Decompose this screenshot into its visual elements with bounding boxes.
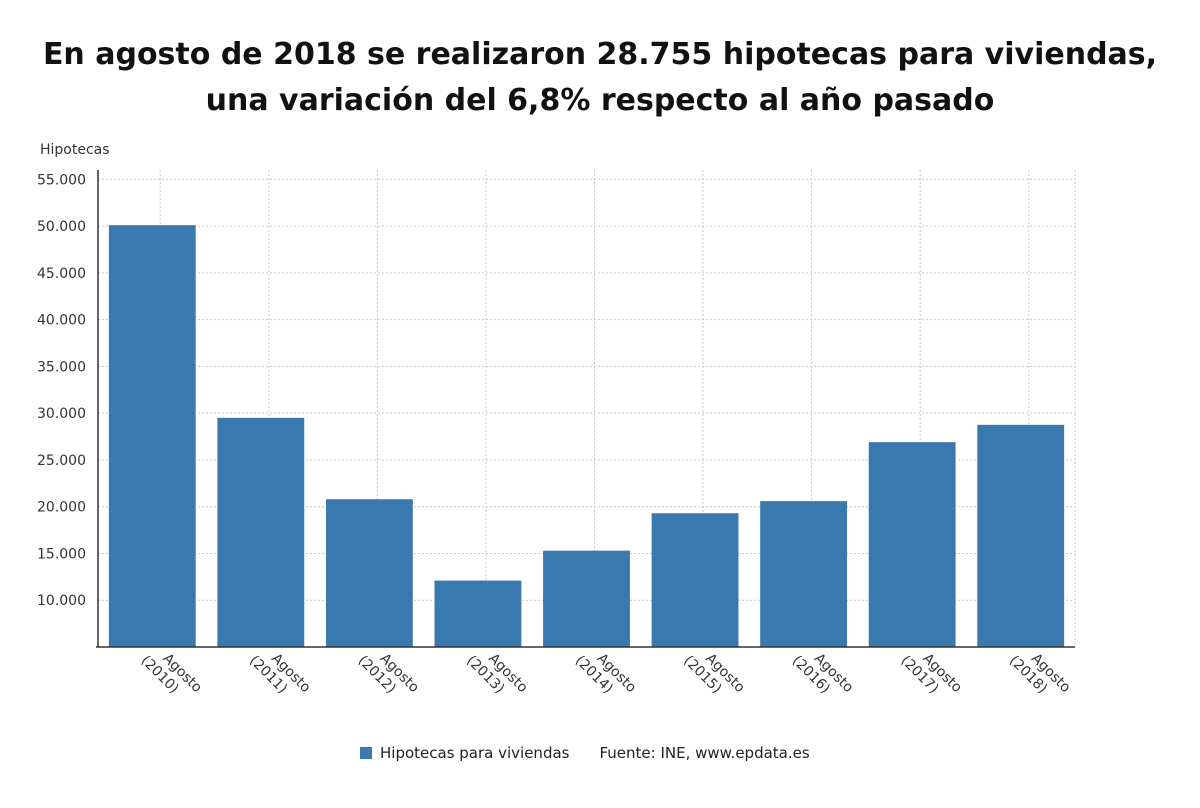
svg-text:Agosto(2013): Agosto(2013) (463, 641, 530, 708)
y-tick-label: 35.000 (37, 359, 86, 375)
y-tick-label: 20.000 (37, 500, 86, 516)
x-tick-label: Agosto(2017) (897, 641, 964, 708)
x-tick-label: Agosto(2010) (138, 641, 205, 708)
svg-text:Agosto(2012): Agosto(2012) (355, 641, 422, 708)
svg-text:Agosto(2018): Agosto(2018) (1006, 641, 1073, 708)
bar[interactable] (868, 442, 956, 647)
y-tick-label: 50.000 (37, 219, 86, 235)
svg-text:Agosto(2015): Agosto(2015) (680, 641, 747, 708)
y-tick-label: 55.000 (37, 172, 86, 188)
bar[interactable] (543, 550, 630, 647)
source-text: Fuente: INE, www.epdata.es (599, 744, 810, 762)
svg-text:Agosto(2017): Agosto(2017) (897, 641, 964, 708)
bar[interactable] (651, 513, 739, 647)
y-tick-label: 10.000 (37, 593, 86, 609)
bars (108, 225, 1065, 647)
bar[interactable] (977, 424, 1065, 647)
y-tick-labels: 10.000 15.000 20.000 25.000 30.000 35.000 40.0… (37, 172, 86, 609)
x-tick-label: Agosto(2013) (463, 641, 530, 708)
x-tick-label: Agosto(2012) (355, 641, 422, 708)
y-tick-label: 30.000 (37, 406, 86, 422)
axes (96, 170, 1075, 648)
chart-title: En agosto de 2018 se realizaron 28.755 h… (42, 37, 1158, 118)
legend-label: Hipotecas para viviendas (380, 744, 570, 762)
x-tick-label: Agosto(2011) (246, 641, 313, 708)
y-axis-title: Hipotecas (40, 142, 110, 158)
y-tick-label: 25.000 (37, 453, 86, 469)
bar[interactable] (760, 501, 848, 647)
svg-text:Agosto(2016): Agosto(2016) (789, 641, 856, 708)
x-tick-label: Agosto(2015) (680, 641, 747, 708)
y-tick-label: 45.000 (37, 266, 86, 282)
bar[interactable] (325, 499, 413, 647)
svg-text:Agosto(2014): Agosto(2014) (572, 641, 639, 708)
x-tick-label: Agosto(2018) (1006, 641, 1073, 708)
x-tick-label: Agosto(2014) (572, 641, 639, 708)
svg-text:Agosto(2011): Agosto(2011) (246, 641, 313, 708)
bar[interactable] (434, 580, 522, 647)
y-tick-label: 15.000 (37, 546, 86, 562)
y-tick-label: 40.000 (37, 313, 86, 329)
legend: Hipotecas para viviendas Fuente: INE, ww… (360, 744, 810, 762)
bar[interactable] (217, 417, 305, 647)
x-tick-label: Agosto(2016) (789, 641, 856, 708)
x-tick-labels: Agosto(2010) Agosto(2011) Agosto(2012) Agos… (138, 641, 1074, 708)
legend-swatch (360, 747, 372, 759)
bar[interactable] (108, 225, 196, 647)
svg-text:Agosto(2010): Agosto(2010) (138, 641, 205, 708)
